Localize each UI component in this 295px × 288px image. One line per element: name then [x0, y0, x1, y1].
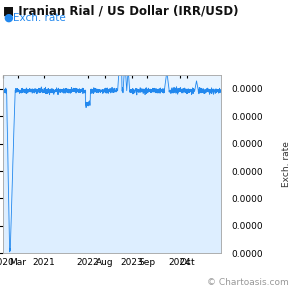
- Text: Exch. rate: Exch. rate: [282, 141, 291, 187]
- Text: ●: ●: [3, 13, 13, 23]
- Text: Exch. rate: Exch. rate: [13, 13, 66, 23]
- Text: © Chartoasis.com: © Chartoasis.com: [207, 278, 289, 287]
- Text: ■ Iranian Rial / US Dollar (IRR/USD): ■ Iranian Rial / US Dollar (IRR/USD): [3, 4, 238, 17]
